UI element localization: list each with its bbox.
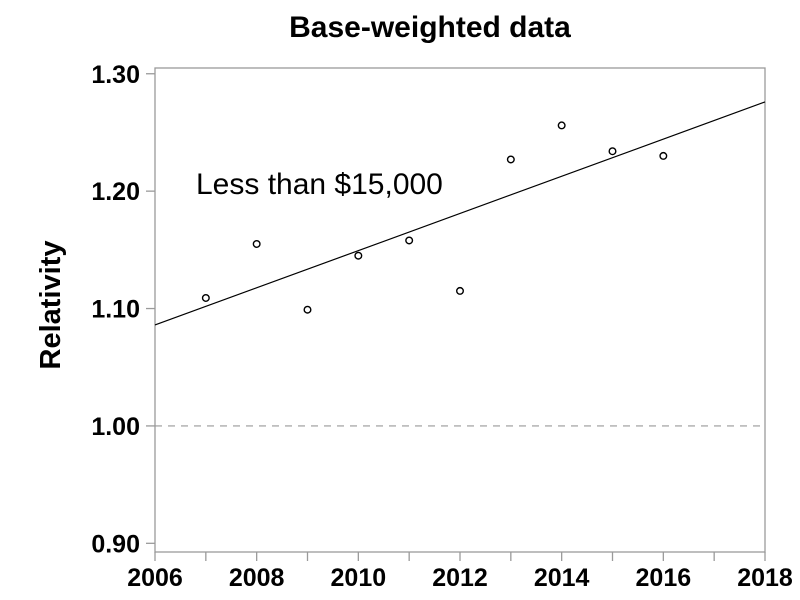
data-point — [354, 251, 363, 260]
data-point — [659, 151, 668, 160]
plot-frame — [154, 67, 766, 553]
data-point — [303, 305, 312, 314]
data-point — [456, 286, 465, 295]
data-point — [506, 155, 515, 164]
x-tick-label: 2010 — [331, 564, 387, 592]
trend-line-group — [154, 101, 766, 326]
x-tick-label: 2014 — [534, 564, 590, 592]
data-point — [405, 236, 414, 245]
trend-line — [154, 101, 766, 326]
x-tick-label: 2018 — [737, 564, 793, 592]
data-point — [201, 293, 210, 302]
chart-title: Base-weighted data — [289, 11, 571, 44]
data-point — [557, 121, 566, 130]
y-axis-ticks-group: 0.90 1.00 1.10 1.20 1.30 — [91, 61, 155, 558]
y-tick-label: 1.00 — [91, 413, 140, 441]
x-tick-label: 2012 — [432, 564, 488, 592]
y-tick-label: 1.10 — [91, 296, 140, 324]
x-axis-ticks-group: 2006 2008 2010 2012 2014 2016 2018 — [127, 552, 793, 592]
series-annotation: Less than $15,000 — [196, 168, 443, 201]
y-tick-label: 1.30 — [91, 61, 140, 89]
x-tick-label: 2006 — [127, 564, 183, 592]
y-tick-label: 1.20 — [91, 178, 140, 206]
x-tick-label: 2016 — [636, 564, 692, 592]
data-point — [608, 147, 617, 156]
x-tick-label: 2008 — [229, 564, 285, 592]
data-point — [252, 239, 261, 248]
data-points-group — [201, 121, 668, 314]
y-tick-label: 0.90 — [91, 530, 140, 558]
y-axis-label: Relativity — [35, 241, 67, 370]
